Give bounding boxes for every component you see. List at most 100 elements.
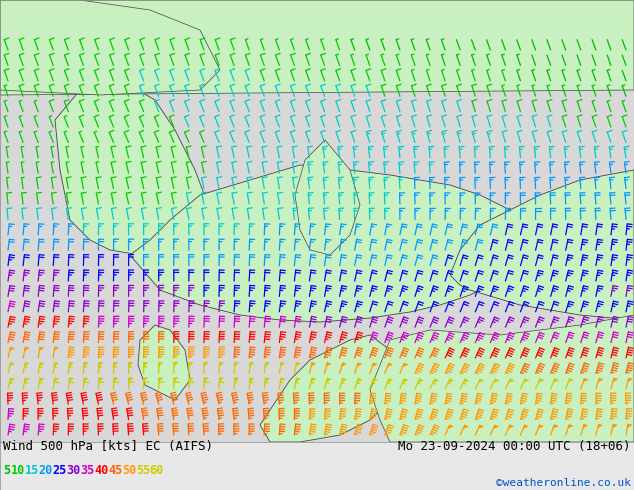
Polygon shape: [403, 363, 408, 367]
Polygon shape: [235, 378, 238, 381]
Polygon shape: [311, 363, 316, 366]
Polygon shape: [0, 0, 220, 95]
Polygon shape: [357, 363, 362, 367]
Polygon shape: [479, 425, 483, 428]
Polygon shape: [327, 363, 331, 366]
Polygon shape: [69, 363, 74, 366]
Polygon shape: [342, 378, 346, 382]
Polygon shape: [0, 0, 634, 95]
Polygon shape: [144, 363, 148, 366]
Polygon shape: [55, 378, 58, 382]
Polygon shape: [357, 378, 362, 382]
Polygon shape: [265, 378, 269, 382]
Polygon shape: [494, 379, 499, 382]
Polygon shape: [538, 425, 543, 428]
Polygon shape: [260, 335, 400, 442]
Polygon shape: [159, 363, 163, 366]
Polygon shape: [628, 378, 632, 382]
Polygon shape: [235, 363, 239, 366]
Polygon shape: [553, 379, 559, 382]
Text: 15: 15: [25, 464, 39, 477]
Polygon shape: [204, 363, 208, 366]
Polygon shape: [158, 378, 163, 381]
Polygon shape: [69, 378, 74, 382]
Polygon shape: [144, 378, 148, 381]
Polygon shape: [10, 347, 14, 351]
Text: 50: 50: [122, 464, 136, 477]
Text: Wind 500 hPa [kts] EC (AIFS): Wind 500 hPa [kts] EC (AIFS): [3, 440, 213, 453]
Polygon shape: [568, 424, 573, 428]
Text: 20: 20: [39, 464, 53, 477]
Polygon shape: [10, 378, 15, 382]
Polygon shape: [598, 378, 603, 382]
Polygon shape: [138, 325, 190, 400]
Polygon shape: [372, 378, 377, 382]
Polygon shape: [613, 378, 618, 382]
Polygon shape: [10, 363, 15, 366]
Text: 55: 55: [136, 464, 150, 477]
Polygon shape: [295, 363, 300, 366]
Polygon shape: [372, 363, 377, 367]
Polygon shape: [189, 378, 193, 381]
Text: 40: 40: [94, 464, 108, 477]
Polygon shape: [450, 170, 634, 320]
Polygon shape: [569, 379, 573, 382]
Polygon shape: [265, 363, 269, 366]
Polygon shape: [539, 379, 543, 382]
Text: 45: 45: [108, 464, 122, 477]
Text: 60: 60: [150, 464, 164, 477]
Text: 5: 5: [3, 464, 10, 477]
Polygon shape: [39, 378, 44, 382]
Polygon shape: [84, 363, 88, 366]
Polygon shape: [479, 379, 484, 382]
Polygon shape: [129, 378, 133, 381]
Polygon shape: [130, 165, 520, 322]
Text: Mo 23-09-2024 00:00 UTC (18+06): Mo 23-09-2024 00:00 UTC (18+06): [399, 440, 631, 453]
Polygon shape: [342, 363, 346, 367]
Polygon shape: [250, 378, 254, 381]
Polygon shape: [598, 424, 602, 428]
Polygon shape: [387, 363, 392, 367]
Polygon shape: [99, 378, 103, 381]
Text: 30: 30: [67, 464, 81, 477]
Polygon shape: [174, 378, 178, 381]
Polygon shape: [174, 363, 178, 366]
Polygon shape: [612, 424, 617, 428]
Polygon shape: [219, 378, 223, 381]
Text: 10: 10: [11, 464, 25, 477]
Polygon shape: [296, 378, 301, 382]
Polygon shape: [508, 379, 514, 382]
Polygon shape: [448, 379, 453, 382]
Polygon shape: [25, 347, 29, 351]
Polygon shape: [418, 379, 423, 382]
Polygon shape: [25, 363, 29, 366]
Polygon shape: [84, 378, 88, 381]
Polygon shape: [280, 378, 285, 382]
Polygon shape: [99, 363, 103, 366]
Polygon shape: [204, 378, 208, 381]
Polygon shape: [295, 140, 360, 255]
Polygon shape: [114, 363, 118, 366]
Text: ©weatheronline.co.uk: ©weatheronline.co.uk: [496, 478, 631, 488]
Polygon shape: [524, 425, 528, 428]
Text: 25: 25: [53, 464, 67, 477]
Polygon shape: [370, 315, 634, 442]
Polygon shape: [311, 378, 316, 382]
Polygon shape: [403, 379, 408, 382]
Polygon shape: [55, 363, 58, 366]
Polygon shape: [280, 363, 285, 366]
Text: 35: 35: [80, 464, 94, 477]
Polygon shape: [463, 425, 469, 428]
Polygon shape: [219, 363, 223, 366]
Polygon shape: [627, 424, 631, 428]
Polygon shape: [39, 347, 44, 351]
Polygon shape: [54, 347, 58, 351]
Polygon shape: [463, 379, 469, 382]
Polygon shape: [387, 379, 392, 382]
Polygon shape: [25, 378, 29, 382]
Polygon shape: [189, 363, 193, 366]
Polygon shape: [583, 424, 588, 428]
Polygon shape: [250, 363, 254, 366]
Polygon shape: [493, 425, 498, 428]
Bar: [0, 442, 634, 490]
